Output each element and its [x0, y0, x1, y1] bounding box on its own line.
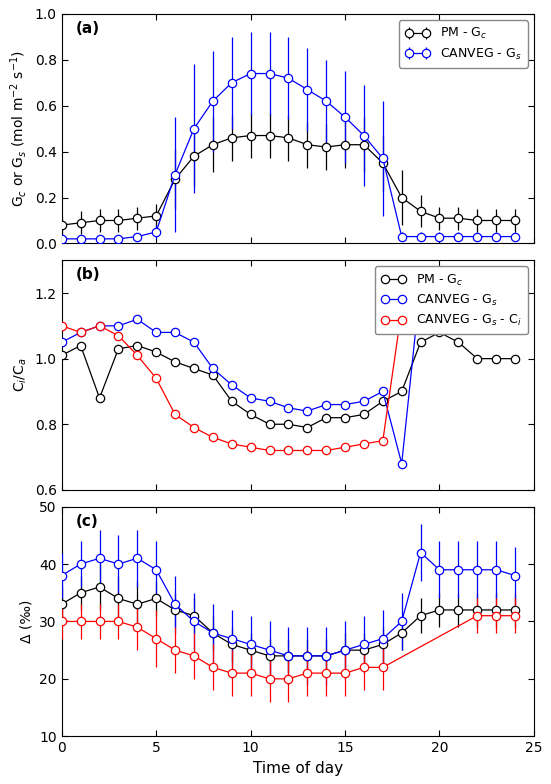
CANVEG - G$_s$ — [342, 400, 348, 409]
CANVEG - G$_s$ — [380, 387, 386, 396]
CANVEG - G$_s$ — [266, 397, 273, 406]
CANVEG - G$_s$ — [417, 278, 424, 288]
CANVEG - G$_s$ - C$_i$ — [361, 439, 368, 448]
X-axis label: Time of day: Time of day — [253, 760, 343, 775]
CANVEG - G$_s$ — [209, 364, 216, 373]
CANVEG - G$_s$ - C$_i$ — [342, 442, 348, 452]
CANVEG - G$_s$ — [58, 338, 65, 347]
CANVEG - G$_s$ - C$_i$ — [512, 321, 518, 331]
CANVEG - G$_s$ — [361, 397, 368, 406]
PM - G$_c$ — [436, 328, 443, 337]
PM - G$_c$ — [77, 341, 84, 350]
CANVEG - G$_s$ - C$_i$ — [455, 325, 462, 334]
PM - G$_c$ — [191, 364, 197, 373]
CANVEG - G$_s$ — [323, 400, 329, 409]
PM - G$_c$ — [304, 423, 311, 432]
CANVEG - G$_s$ — [96, 321, 103, 331]
CANVEG - G$_s$ - C$_i$ — [380, 436, 386, 445]
CANVEG - G$_s$ - C$_i$ — [209, 433, 216, 442]
PM - G$_c$ — [417, 338, 424, 347]
Line: CANVEG - G$_s$: CANVEG - G$_s$ — [58, 279, 519, 468]
PM - G$_c$ — [512, 354, 518, 363]
CANVEG - G$_s$ — [191, 338, 197, 347]
CANVEG - G$_s$ - C$_i$ — [285, 446, 291, 456]
CANVEG - G$_s$ - C$_i$ — [266, 446, 273, 456]
Y-axis label: Δ (‰): Δ (‰) — [20, 600, 34, 643]
PM - G$_c$ — [398, 387, 405, 396]
PM - G$_c$ — [247, 410, 254, 419]
Text: (c): (c) — [76, 514, 99, 528]
PM - G$_c$ — [96, 394, 103, 403]
PM - G$_c$ — [229, 397, 235, 406]
CANVEG - G$_s$ — [398, 459, 405, 468]
Text: (b): (b) — [76, 267, 100, 282]
CANVEG - G$_s$ — [115, 321, 122, 331]
PM - G$_c$ — [115, 344, 122, 354]
PM - G$_c$ — [266, 419, 273, 429]
PM - G$_c$ — [153, 347, 159, 357]
CANVEG - G$_s$ — [247, 394, 254, 403]
CANVEG - G$_s$ - C$_i$ — [398, 305, 405, 314]
CANVEG - G$_s$ — [493, 321, 499, 331]
PM - G$_c$ — [285, 419, 291, 429]
CANVEG - G$_s$ - C$_i$ — [153, 374, 159, 383]
CANVEG - G$_s$ - C$_i$ — [77, 328, 84, 337]
PM - G$_c$ — [58, 350, 65, 360]
PM - G$_c$ — [380, 397, 386, 406]
CANVEG - G$_s$ — [77, 328, 84, 337]
Y-axis label: G$_c$ or G$_s$ (mol m$^{-2}$ s$^{-1}$): G$_c$ or G$_s$ (mol m$^{-2}$ s$^{-1}$) — [8, 50, 29, 207]
CANVEG - G$_s$ - C$_i$ — [134, 350, 141, 360]
PM - G$_c$ — [361, 410, 368, 419]
Legend: PM - G$_c$, CANVEG - G$_s$, CANVEG - G$_s$ - C$_i$: PM - G$_c$, CANVEG - G$_s$, CANVEG - G$_… — [375, 267, 528, 334]
CANVEG - G$_s$ — [134, 314, 141, 324]
Line: PM - G$_c$: PM - G$_c$ — [58, 328, 519, 432]
Y-axis label: C$_i$/C$_a$: C$_i$/C$_a$ — [13, 358, 29, 393]
CANVEG - G$_s$ — [436, 311, 443, 321]
Legend: PM - G$_c$, CANVEG - G$_s$: PM - G$_c$, CANVEG - G$_s$ — [399, 20, 528, 67]
PM - G$_c$ — [172, 358, 179, 367]
PM - G$_c$ — [474, 354, 480, 363]
CANVEG - G$_s$ - C$_i$ — [247, 442, 254, 452]
CANVEG - G$_s$ - C$_i$ — [436, 321, 443, 331]
CANVEG - G$_s$ — [512, 321, 518, 331]
CANVEG - G$_s$ — [474, 325, 480, 334]
CANVEG - G$_s$ - C$_i$ — [96, 321, 103, 331]
CANVEG - G$_s$ - C$_i$ — [172, 410, 179, 419]
PM - G$_c$ — [134, 341, 141, 350]
CANVEG - G$_s$ — [153, 328, 159, 337]
PM - G$_c$ — [323, 413, 329, 423]
PM - G$_c$ — [209, 370, 216, 379]
CANVEG - G$_s$ - C$_i$ — [229, 439, 235, 448]
CANVEG - G$_s$ — [304, 406, 311, 416]
CANVEG - G$_s$ — [172, 328, 179, 337]
Text: (a): (a) — [76, 20, 100, 36]
PM - G$_c$ — [493, 354, 499, 363]
Line: CANVEG - G$_s$ - C$_i$: CANVEG - G$_s$ - C$_i$ — [58, 305, 519, 455]
CANVEG - G$_s$ - C$_i$ — [191, 423, 197, 432]
CANVEG - G$_s$ - C$_i$ — [417, 314, 424, 324]
CANVEG - G$_s$ — [229, 380, 235, 390]
CANVEG - G$_s$ - C$_i$ — [58, 321, 65, 331]
CANVEG - G$_s$ - C$_i$ — [304, 446, 311, 456]
CANVEG - G$_s$ - C$_i$ — [115, 331, 122, 340]
CANVEG - G$_s$ — [455, 321, 462, 331]
PM - G$_c$ — [342, 413, 348, 423]
CANVEG - G$_s$ - C$_i$ — [474, 325, 480, 334]
CANVEG - G$_s$ - C$_i$ — [493, 325, 499, 334]
CANVEG - G$_s$ — [285, 403, 291, 412]
PM - G$_c$ — [455, 338, 462, 347]
CANVEG - G$_s$ - C$_i$ — [323, 446, 329, 456]
